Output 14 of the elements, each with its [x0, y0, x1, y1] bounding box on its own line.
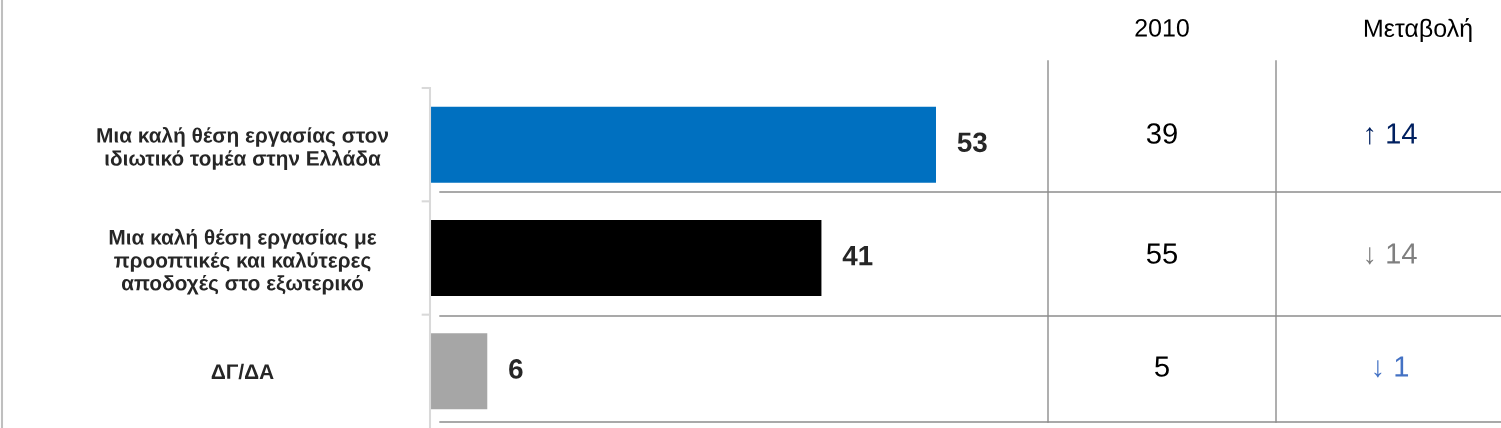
text: ↓ 14 [1366, 243, 1417, 265]
text: 5 [1155, 356, 1169, 377]
text: 39 [1146, 123, 1177, 144]
text: ↑ 14 [1366, 123, 1417, 145]
data-label: 41 [842, 246, 873, 266]
text: ↓ 1 [1374, 356, 1409, 378]
data-label: 53 [957, 132, 987, 153]
text: Μεταβολή [1364, 17, 1472, 43]
y-tick-label: Μια καλή θέση εργασίας στον ιδιωτικό τομέα στην Ελλάδα [97, 126, 389, 170]
text: 55 [1146, 243, 1177, 264]
text: 2010 [1135, 19, 1189, 37]
data-label: 6 [509, 359, 523, 379]
y-tick-label: ΔΓ/ΔΑ [211, 363, 274, 380]
y-tick-label: Μια καλή θέση εργασίας με προοπτικές και καλύτερες αποδοχές στο εξωτερικό [109, 228, 377, 295]
